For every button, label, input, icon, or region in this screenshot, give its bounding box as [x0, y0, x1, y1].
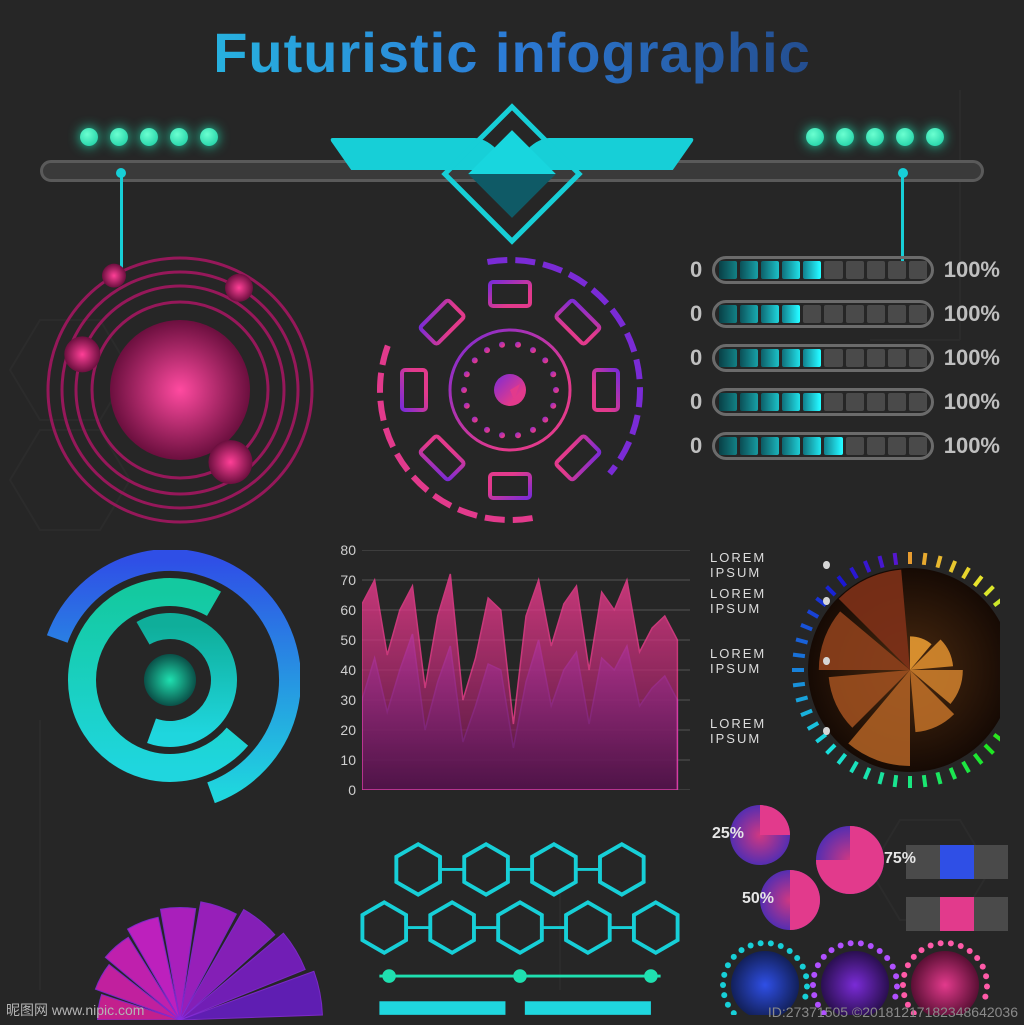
hex-chain — [360, 840, 680, 1020]
progress-bar: 0100% — [690, 388, 1000, 416]
progress-bars: 0100% 0100% 0100% 0100% 0100% — [690, 240, 1000, 476]
watermark-right: ID:27371505 ©20181217182348642036 — [768, 1004, 1018, 1020]
diamond-icon — [441, 103, 582, 244]
orbit-widget — [40, 250, 320, 530]
progress-bar: 0100% — [690, 432, 1000, 460]
radar-widget — [370, 250, 650, 530]
mini-pies: 25%75%50% — [720, 805, 1000, 1015]
progress-bar: 0100% — [690, 344, 1000, 372]
watermark-left: 昵图网 www.nipic.com — [6, 1000, 144, 1020]
area-chart: 01020304050607080 — [330, 550, 690, 790]
progress-bar: 0100% — [690, 300, 1000, 328]
header-divider — [40, 120, 984, 230]
progress-bar: 0100% — [690, 256, 1000, 284]
arc-rings-widget — [40, 550, 300, 810]
fan-widget — [30, 850, 330, 1020]
radial-dial: LOREM IPSUMLOREM IPSUMLOREM IPSUMLOREM I… — [720, 540, 1000, 800]
page-title: Futuristic infographic — [0, 20, 1024, 85]
